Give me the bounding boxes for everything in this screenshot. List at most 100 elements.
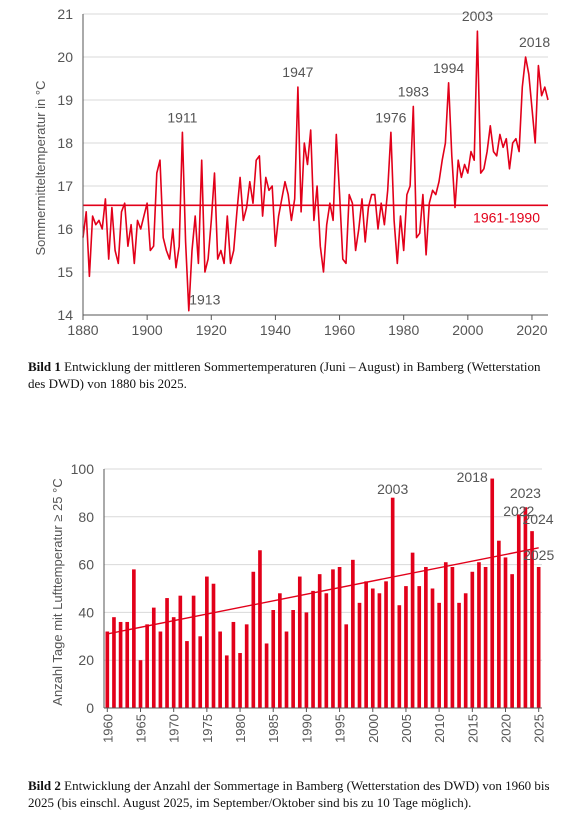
bar-1962 xyxy=(118,621,123,708)
bar-1974 xyxy=(198,636,203,708)
bar-2016 xyxy=(477,562,481,708)
y-tick-label: 16 xyxy=(57,221,73,237)
x-tick-label: 2025 xyxy=(532,714,547,743)
bar-2002 xyxy=(384,581,388,708)
summer-days-chart: 0 20 40 60 80 100 1960 1965 1970 1975 1980 1985 1990… xyxy=(50,461,554,743)
y-tick-label: 20 xyxy=(57,49,73,65)
caption-bild-1-label: Bild 1 xyxy=(28,359,61,374)
bar-1979 xyxy=(231,621,236,708)
x-tick-label: 2020 xyxy=(499,714,514,743)
bar-2001 xyxy=(377,593,382,708)
bar-2011 xyxy=(443,562,448,708)
bar-1986 xyxy=(278,593,282,708)
bar-1961 xyxy=(112,617,116,708)
bar-1991 xyxy=(311,590,315,708)
annotation-label: 2025 xyxy=(523,547,554,563)
bar-1982 xyxy=(251,571,256,708)
bar-1968 xyxy=(158,631,163,708)
bar-2007 xyxy=(417,586,422,708)
bar-1984 xyxy=(264,643,269,708)
x-tick-label: 2000 xyxy=(452,322,483,338)
x-tick-label: 1990 xyxy=(299,714,314,743)
bar-2008 xyxy=(424,566,428,708)
bar-2014 xyxy=(463,593,468,708)
x-tick-label: 2010 xyxy=(432,714,447,743)
caption-bild-1-text: Entwicklung der mittleren Sommertemperat… xyxy=(28,359,541,391)
annotation-label: 2018 xyxy=(457,469,488,485)
y-tick-label: 14 xyxy=(57,307,73,323)
y-tick-label: 20 xyxy=(78,652,94,668)
y-tick-label: 60 xyxy=(78,557,94,573)
temperature-y-axis-label: Sommermitteltemperatur in °C xyxy=(33,81,48,256)
y-tick-label: 17 xyxy=(57,178,73,194)
bar-1975 xyxy=(205,576,209,708)
annotation-label: 1994 xyxy=(433,60,464,76)
annotation-label: 2003 xyxy=(462,8,493,24)
bar-1973 xyxy=(191,595,196,708)
caption-bild-2: Bild 2 Entwicklung der Anzahl der Sommer… xyxy=(28,777,556,811)
bar-2013 xyxy=(457,602,461,708)
annotation-label: 1911 xyxy=(167,109,197,125)
reference-line-label: 1961-1990 xyxy=(473,209,540,225)
annotation-label: 1976 xyxy=(375,109,406,125)
bar-1999 xyxy=(364,581,368,708)
bar-1996 xyxy=(344,624,349,708)
bar-1972 xyxy=(185,641,189,708)
bar-1976 xyxy=(211,583,216,708)
bar-2021 xyxy=(510,574,514,708)
bar-1988 xyxy=(291,610,295,708)
bar-1966 xyxy=(145,624,149,708)
summer-days-y-axis-label: Anzahl Tage mit Lufttemperatur ≥ 25 °C xyxy=(50,478,65,705)
bar-1990 xyxy=(304,612,309,708)
x-tick-label: 2005 xyxy=(399,714,414,743)
annotation-label: 1913 xyxy=(189,292,220,308)
summer-days-trend-line xyxy=(107,547,539,635)
bar-2019 xyxy=(497,540,501,708)
bar-1980 xyxy=(238,653,242,708)
bar-1989 xyxy=(297,576,302,708)
bar-1967 xyxy=(151,607,156,708)
bar-1978 xyxy=(224,655,229,708)
annotation-label: 1983 xyxy=(398,83,429,99)
x-tick-label: 2015 xyxy=(465,714,480,743)
x-tick-label: 1880 xyxy=(67,322,98,338)
bar-2000 xyxy=(370,588,375,708)
x-tick-label: 1960 xyxy=(100,714,115,743)
bar-2022 xyxy=(516,514,521,708)
y-tick-label: 15 xyxy=(57,264,73,280)
bar-1981 xyxy=(244,624,249,708)
x-tick-label: 1980 xyxy=(233,714,248,743)
annotation-label: 2003 xyxy=(377,481,408,497)
annotation-label: 2018 xyxy=(519,34,550,50)
y-tick-label: 40 xyxy=(78,604,94,620)
annotation-label: 2024 xyxy=(522,511,553,527)
y-tick-label: 100 xyxy=(71,461,95,477)
bar-2017 xyxy=(483,566,488,708)
y-tick-label: 19 xyxy=(57,92,73,108)
x-tick-label: 1920 xyxy=(196,322,227,338)
bar-1970 xyxy=(171,617,176,708)
temperature-series-line xyxy=(82,30,549,312)
bar-1987 xyxy=(284,631,289,708)
x-tick-label: 1900 xyxy=(132,322,163,338)
x-tick-label: 1970 xyxy=(167,714,182,743)
bar-1985 xyxy=(271,610,276,708)
summer-days-axes: 0 20 40 60 80 100 1960 1965 1970 1975 1980 1985 1990… xyxy=(71,461,547,743)
bar-2004 xyxy=(397,605,402,708)
x-tick-label: 1965 xyxy=(134,714,149,743)
y-tick-label: 80 xyxy=(78,509,94,525)
bar-1963 xyxy=(125,621,130,708)
bar-1983 xyxy=(258,550,262,708)
bar-1998 xyxy=(357,602,362,708)
bar-2020 xyxy=(503,557,508,708)
y-tick-label: 21 xyxy=(57,6,73,22)
bar-2010 xyxy=(437,602,441,708)
bar-2015 xyxy=(470,571,475,708)
bar-2024 xyxy=(530,531,534,708)
bar-2023 xyxy=(523,507,528,708)
annotation-label: 2022 xyxy=(503,503,534,519)
summer-days-grid xyxy=(104,468,542,709)
bar-1971 xyxy=(178,595,183,708)
